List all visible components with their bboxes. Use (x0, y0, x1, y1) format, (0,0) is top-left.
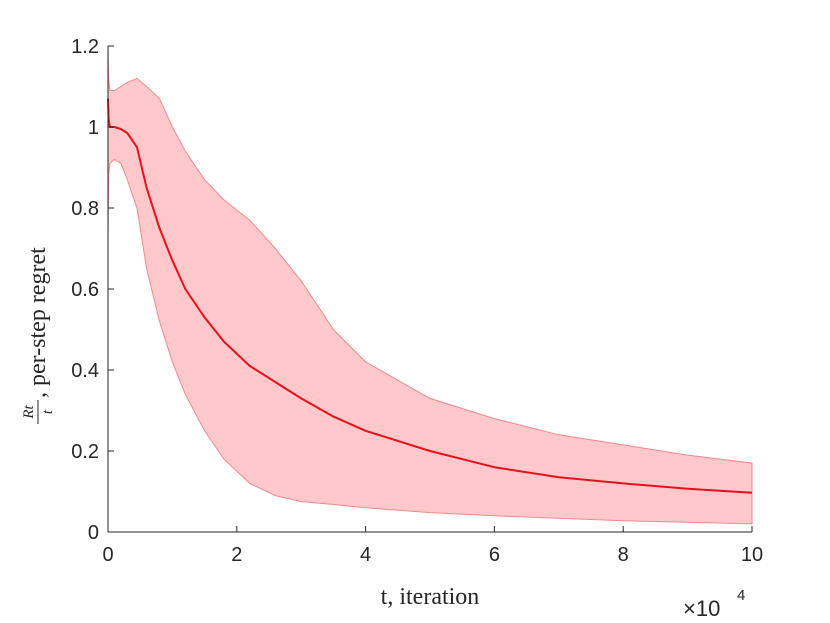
x-multiplier-exponent: 4 (737, 587, 745, 604)
x-tick-label: 8 (618, 544, 629, 566)
y-tick-label: 0.2 (71, 441, 99, 463)
tick-layer: 0 2 4 6 8 10 0 0.2 0.4 0.6 0.8 1 1.2 (71, 36, 763, 566)
band-layer (107, 45, 753, 525)
y-label-numerator: Rt (21, 405, 37, 420)
x-tick-label: 10 (741, 544, 763, 566)
y-tick-label: 0.4 (71, 360, 99, 382)
line-layer (107, 98, 753, 494)
y-tick-label: 0 (88, 522, 99, 544)
x-tick-label: 0 (102, 544, 113, 566)
x-multiplier: ×10 4 (683, 587, 745, 621)
confidence-band (107, 45, 753, 525)
x-tick-label: 4 (360, 544, 371, 566)
x-axis-label: t, iteration (381, 584, 480, 610)
x-tick-label: 6 (489, 544, 500, 566)
y-tick-label: 0.8 (71, 198, 99, 220)
y-tick-label: 1.2 (71, 36, 99, 58)
x-tick-label: 2 (231, 544, 242, 566)
x-multiplier-base: ×10 (683, 596, 720, 621)
y-axis-label: Rt t , per-step regret (21, 247, 56, 424)
y-label-text: , per-step regret (25, 247, 51, 398)
y-label-denominator: t (40, 409, 56, 414)
y-tick-label: 0.6 (71, 279, 99, 301)
mean-regret-line (107, 98, 753, 494)
y-tick-label: 1 (88, 117, 99, 139)
